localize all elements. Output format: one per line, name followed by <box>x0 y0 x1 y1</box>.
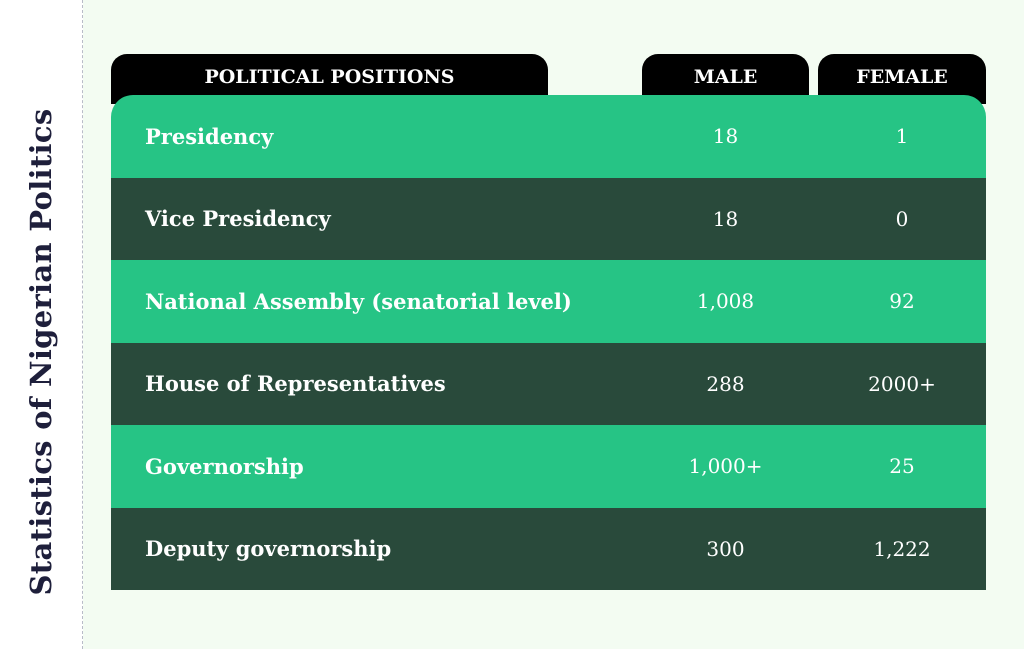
female-count-cell: 2000+ <box>868 371 936 396</box>
female-count-cell: 92 <box>889 289 915 314</box>
page-title: Statistics of Nigerian Politics <box>24 108 58 596</box>
table-row: Presidency 18 1 <box>111 95 986 178</box>
male-count-cell: 300 <box>706 536 745 561</box>
table-row: Governorship 1,000+ 25 <box>111 425 986 508</box>
male-count-cell: 288 <box>706 371 745 396</box>
table-row: Vice Presidency 18 0 <box>111 177 986 260</box>
position-cell: Deputy governorship <box>145 536 392 562</box>
position-cell: House of Representatives <box>145 371 446 397</box>
left-panel: Statistics of Nigerian Politics <box>0 0 83 649</box>
female-count-cell: 0 <box>895 206 909 231</box>
statistics-table: Presidency 18 1 Vice Presidency 18 0 Nat… <box>111 95 986 590</box>
table-row: Deputy governorship 300 1,222 <box>111 507 986 590</box>
position-cell: Governorship <box>145 453 304 479</box>
table-row: House of Representatives 288 2000+ <box>111 342 986 425</box>
male-count-cell: 18 <box>712 206 739 231</box>
table-row: National Assembly (senatorial level) 1,0… <box>111 260 986 343</box>
male-count-cell: 1,000+ <box>688 454 763 479</box>
female-count-cell: 1,222 <box>873 536 931 561</box>
position-cell: National Assembly (senatorial level) <box>145 288 572 314</box>
male-count-cell: 1,008 <box>696 289 755 314</box>
male-count-cell: 18 <box>712 124 739 149</box>
position-cell: Presidency <box>145 123 274 149</box>
position-cell: Vice Presidency <box>145 206 331 232</box>
female-count-cell: 1 <box>895 124 909 149</box>
female-count-cell: 25 <box>889 454 915 479</box>
